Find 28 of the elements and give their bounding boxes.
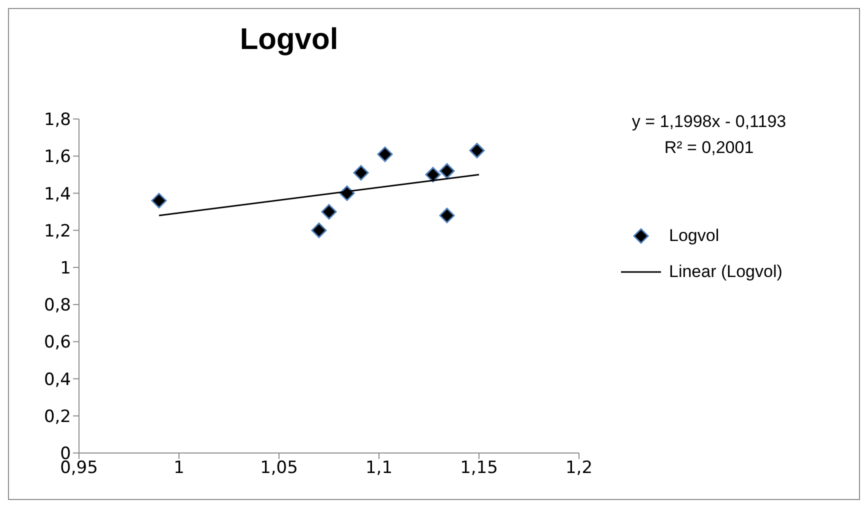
point [321, 204, 337, 220]
y-tick-label: 1 [60, 258, 71, 278]
y-tick-label: 0,2 [44, 406, 71, 427]
point [151, 192, 167, 208]
x-tick-label: 1,1 [365, 458, 393, 478]
x-tick-label: 1 [174, 458, 184, 478]
y-tick-label: 0,4 [44, 370, 71, 390]
x-tick-label: 1,15 [460, 458, 498, 478]
text: R² = 0,2001 [663, 137, 755, 159]
text: y = 1,1998x - 0,1193 [630, 111, 788, 133]
point [469, 142, 485, 158]
x-tick-label: 1,05 [260, 458, 298, 478]
x-tick-label: 1,2 [565, 458, 593, 478]
point [439, 163, 455, 179]
y-tick-label: 0,6 [44, 332, 71, 353]
point [377, 146, 393, 162]
point [353, 165, 369, 181]
y-tick-label: 1,6 [44, 147, 71, 168]
y-tick-label: 0,8 [44, 296, 71, 316]
point [425, 166, 441, 182]
point [439, 208, 455, 224]
point [311, 222, 327, 238]
y-tick-label: 1,4 [44, 184, 71, 204]
y-tick-label: 1,2 [44, 221, 71, 242]
legend-label: Logvol [669, 226, 720, 246]
y-tick-label: 1,8 [44, 110, 71, 130]
legend-label: Linear (Logvol) [669, 262, 782, 282]
chart-title: Logvol [238, 23, 340, 57]
